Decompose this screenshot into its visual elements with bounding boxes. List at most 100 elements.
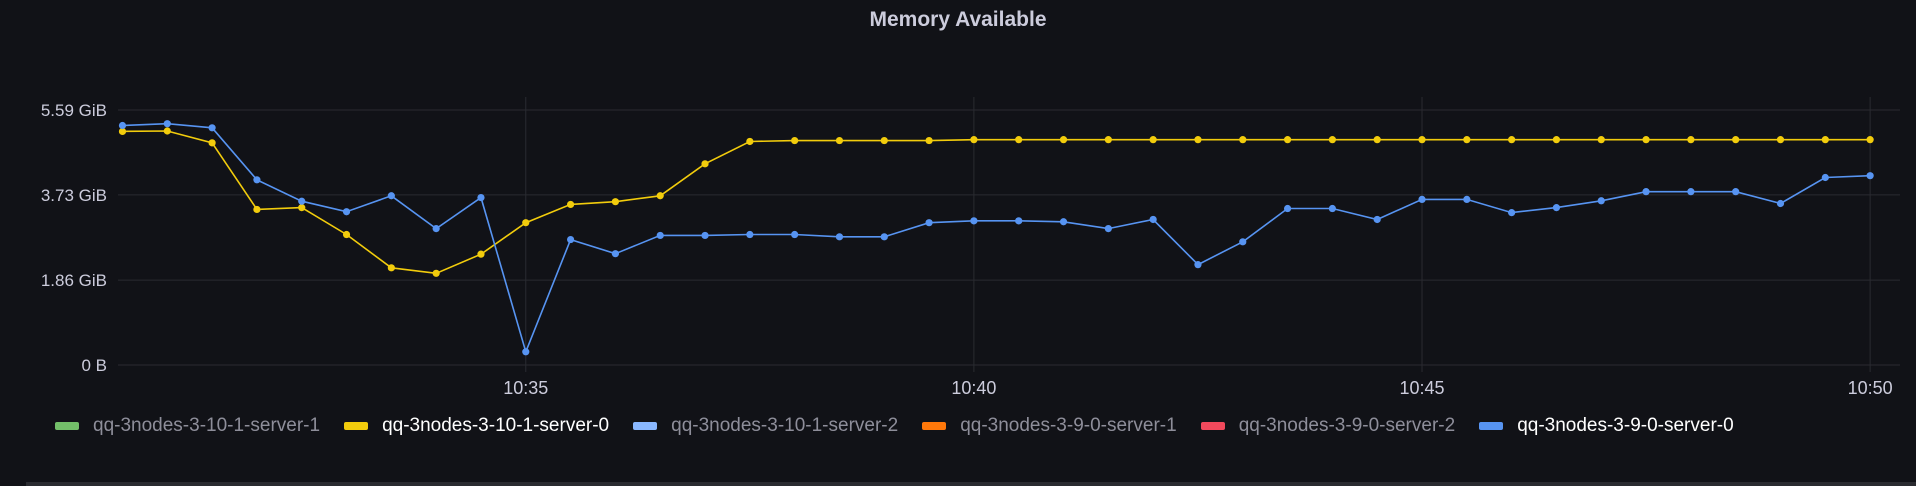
data-point xyxy=(656,192,664,200)
data-point xyxy=(925,136,933,145)
data-point xyxy=(1418,195,1426,204)
data-point xyxy=(387,264,395,272)
data-point xyxy=(880,136,888,145)
data-point xyxy=(298,197,306,205)
data-point xyxy=(1866,136,1874,144)
data-point xyxy=(1552,136,1561,144)
data-point xyxy=(566,235,575,244)
data-point xyxy=(835,233,844,241)
legend-item[interactable]: qq-3nodes-3-10-1-server-1 xyxy=(55,412,320,440)
data-point xyxy=(1328,136,1336,144)
data-point xyxy=(1283,204,1292,213)
data-point xyxy=(1239,136,1247,144)
data-point xyxy=(298,204,306,212)
data-point xyxy=(1463,136,1471,144)
data-point xyxy=(1597,136,1605,144)
data-point xyxy=(208,139,216,147)
data-point xyxy=(1687,136,1695,144)
data-point xyxy=(1418,136,1426,144)
data-point xyxy=(1508,209,1516,217)
data-point xyxy=(1508,136,1516,144)
data-point xyxy=(880,233,888,241)
data-point xyxy=(1821,173,1829,182)
data-point xyxy=(611,250,620,258)
data-point xyxy=(1194,136,1202,144)
data-point xyxy=(253,205,261,214)
series-line xyxy=(122,130,1871,275)
data-point xyxy=(1642,136,1650,144)
data-point xyxy=(1283,136,1292,144)
x-axis: 10:35 10:40 10:45 10:50 xyxy=(503,378,1892,398)
data-point xyxy=(1597,197,1605,205)
data-point xyxy=(791,136,799,145)
legend-swatch-icon xyxy=(1479,422,1504,430)
data-point xyxy=(1687,188,1695,196)
data-point xyxy=(1373,215,1381,224)
horizontal-scrollbar[interactable] xyxy=(26,482,1916,486)
legend-swatch-icon xyxy=(633,422,658,430)
data-point xyxy=(835,136,844,145)
data-point xyxy=(1821,136,1829,144)
data-point xyxy=(1642,188,1650,196)
data-point xyxy=(1059,218,1068,226)
data-point xyxy=(1866,172,1874,180)
legend: qq-3nodes-3-10-1-server-1 qq-3nodes-3-10-… xyxy=(55,412,1855,440)
legend-item[interactable]: qq-3nodes-3-9-0-server-0 xyxy=(1479,412,1734,440)
series-line xyxy=(122,122,1871,355)
legend-label: qq-3nodes-3-9-0-server-2 xyxy=(1238,415,1456,436)
legend-label: qq-3nodes-3-10-1-server-1 xyxy=(93,415,321,436)
legend-swatch-icon xyxy=(55,422,79,430)
data-point xyxy=(1104,136,1112,144)
y-tick-label: 1.86 GiB xyxy=(41,271,107,290)
data-point xyxy=(701,231,709,240)
data-point xyxy=(701,160,709,168)
data-point xyxy=(1015,217,1023,225)
data-point xyxy=(925,219,933,227)
legend-item[interactable]: qq-3nodes-3-9-0-server-1 xyxy=(922,412,1177,440)
data-point xyxy=(522,219,530,227)
legend-label: qq-3nodes-3-10-1-server-0 xyxy=(382,415,610,436)
legend-item[interactable]: qq-3nodes-3-9-0-server-2 xyxy=(1200,412,1456,440)
data-point xyxy=(1776,136,1785,144)
panel-title: Memory Available xyxy=(869,8,1047,31)
data-point xyxy=(1149,215,1157,224)
grid xyxy=(118,97,1900,372)
data-point xyxy=(1732,188,1740,196)
data-point xyxy=(118,121,127,130)
data-point xyxy=(1552,204,1561,212)
data-point xyxy=(1732,136,1740,144)
data-point xyxy=(1239,238,1247,246)
data-point xyxy=(163,127,171,135)
data-point xyxy=(1328,204,1336,213)
x-tick-label: 10:35 xyxy=(503,378,548,398)
data-point xyxy=(746,230,754,239)
legend-swatch-icon xyxy=(1200,422,1225,430)
legend-item[interactable]: qq-3nodes-3-10-1-server-0 xyxy=(344,412,609,440)
data-point xyxy=(1194,261,1202,269)
legend-label: qq-3nodes-3-9-0-server-0 xyxy=(1517,415,1734,436)
data-point xyxy=(432,269,440,277)
data-point xyxy=(432,225,440,233)
legend-item[interactable]: qq-3nodes-3-10-1-server-2 xyxy=(633,412,898,440)
data-point xyxy=(522,348,530,356)
data-point xyxy=(477,250,485,258)
data-point xyxy=(970,217,978,225)
y-tick-label: 0 B xyxy=(81,356,107,375)
data-point xyxy=(208,124,216,132)
series-lines xyxy=(118,120,1874,356)
data-point xyxy=(1776,199,1785,208)
data-point xyxy=(611,198,620,206)
legend-label: qq-3nodes-3-9-0-server-1 xyxy=(960,415,1177,436)
x-tick-label: 10:40 xyxy=(951,378,996,398)
x-tick-label: 10:45 xyxy=(1399,378,1444,398)
legend-label: qq-3nodes-3-10-1-server-2 xyxy=(671,415,899,436)
y-axis: 0 B 1.86 GiB 3.73 GiB 5.59 GiB xyxy=(41,101,107,375)
data-point xyxy=(970,136,978,144)
y-tick-label: 3.73 GiB xyxy=(41,186,107,205)
data-point xyxy=(656,231,664,240)
data-point xyxy=(1373,136,1381,144)
legend-swatch-icon xyxy=(922,422,947,430)
data-point xyxy=(791,230,799,239)
x-tick-label: 10:50 xyxy=(1848,378,1893,398)
